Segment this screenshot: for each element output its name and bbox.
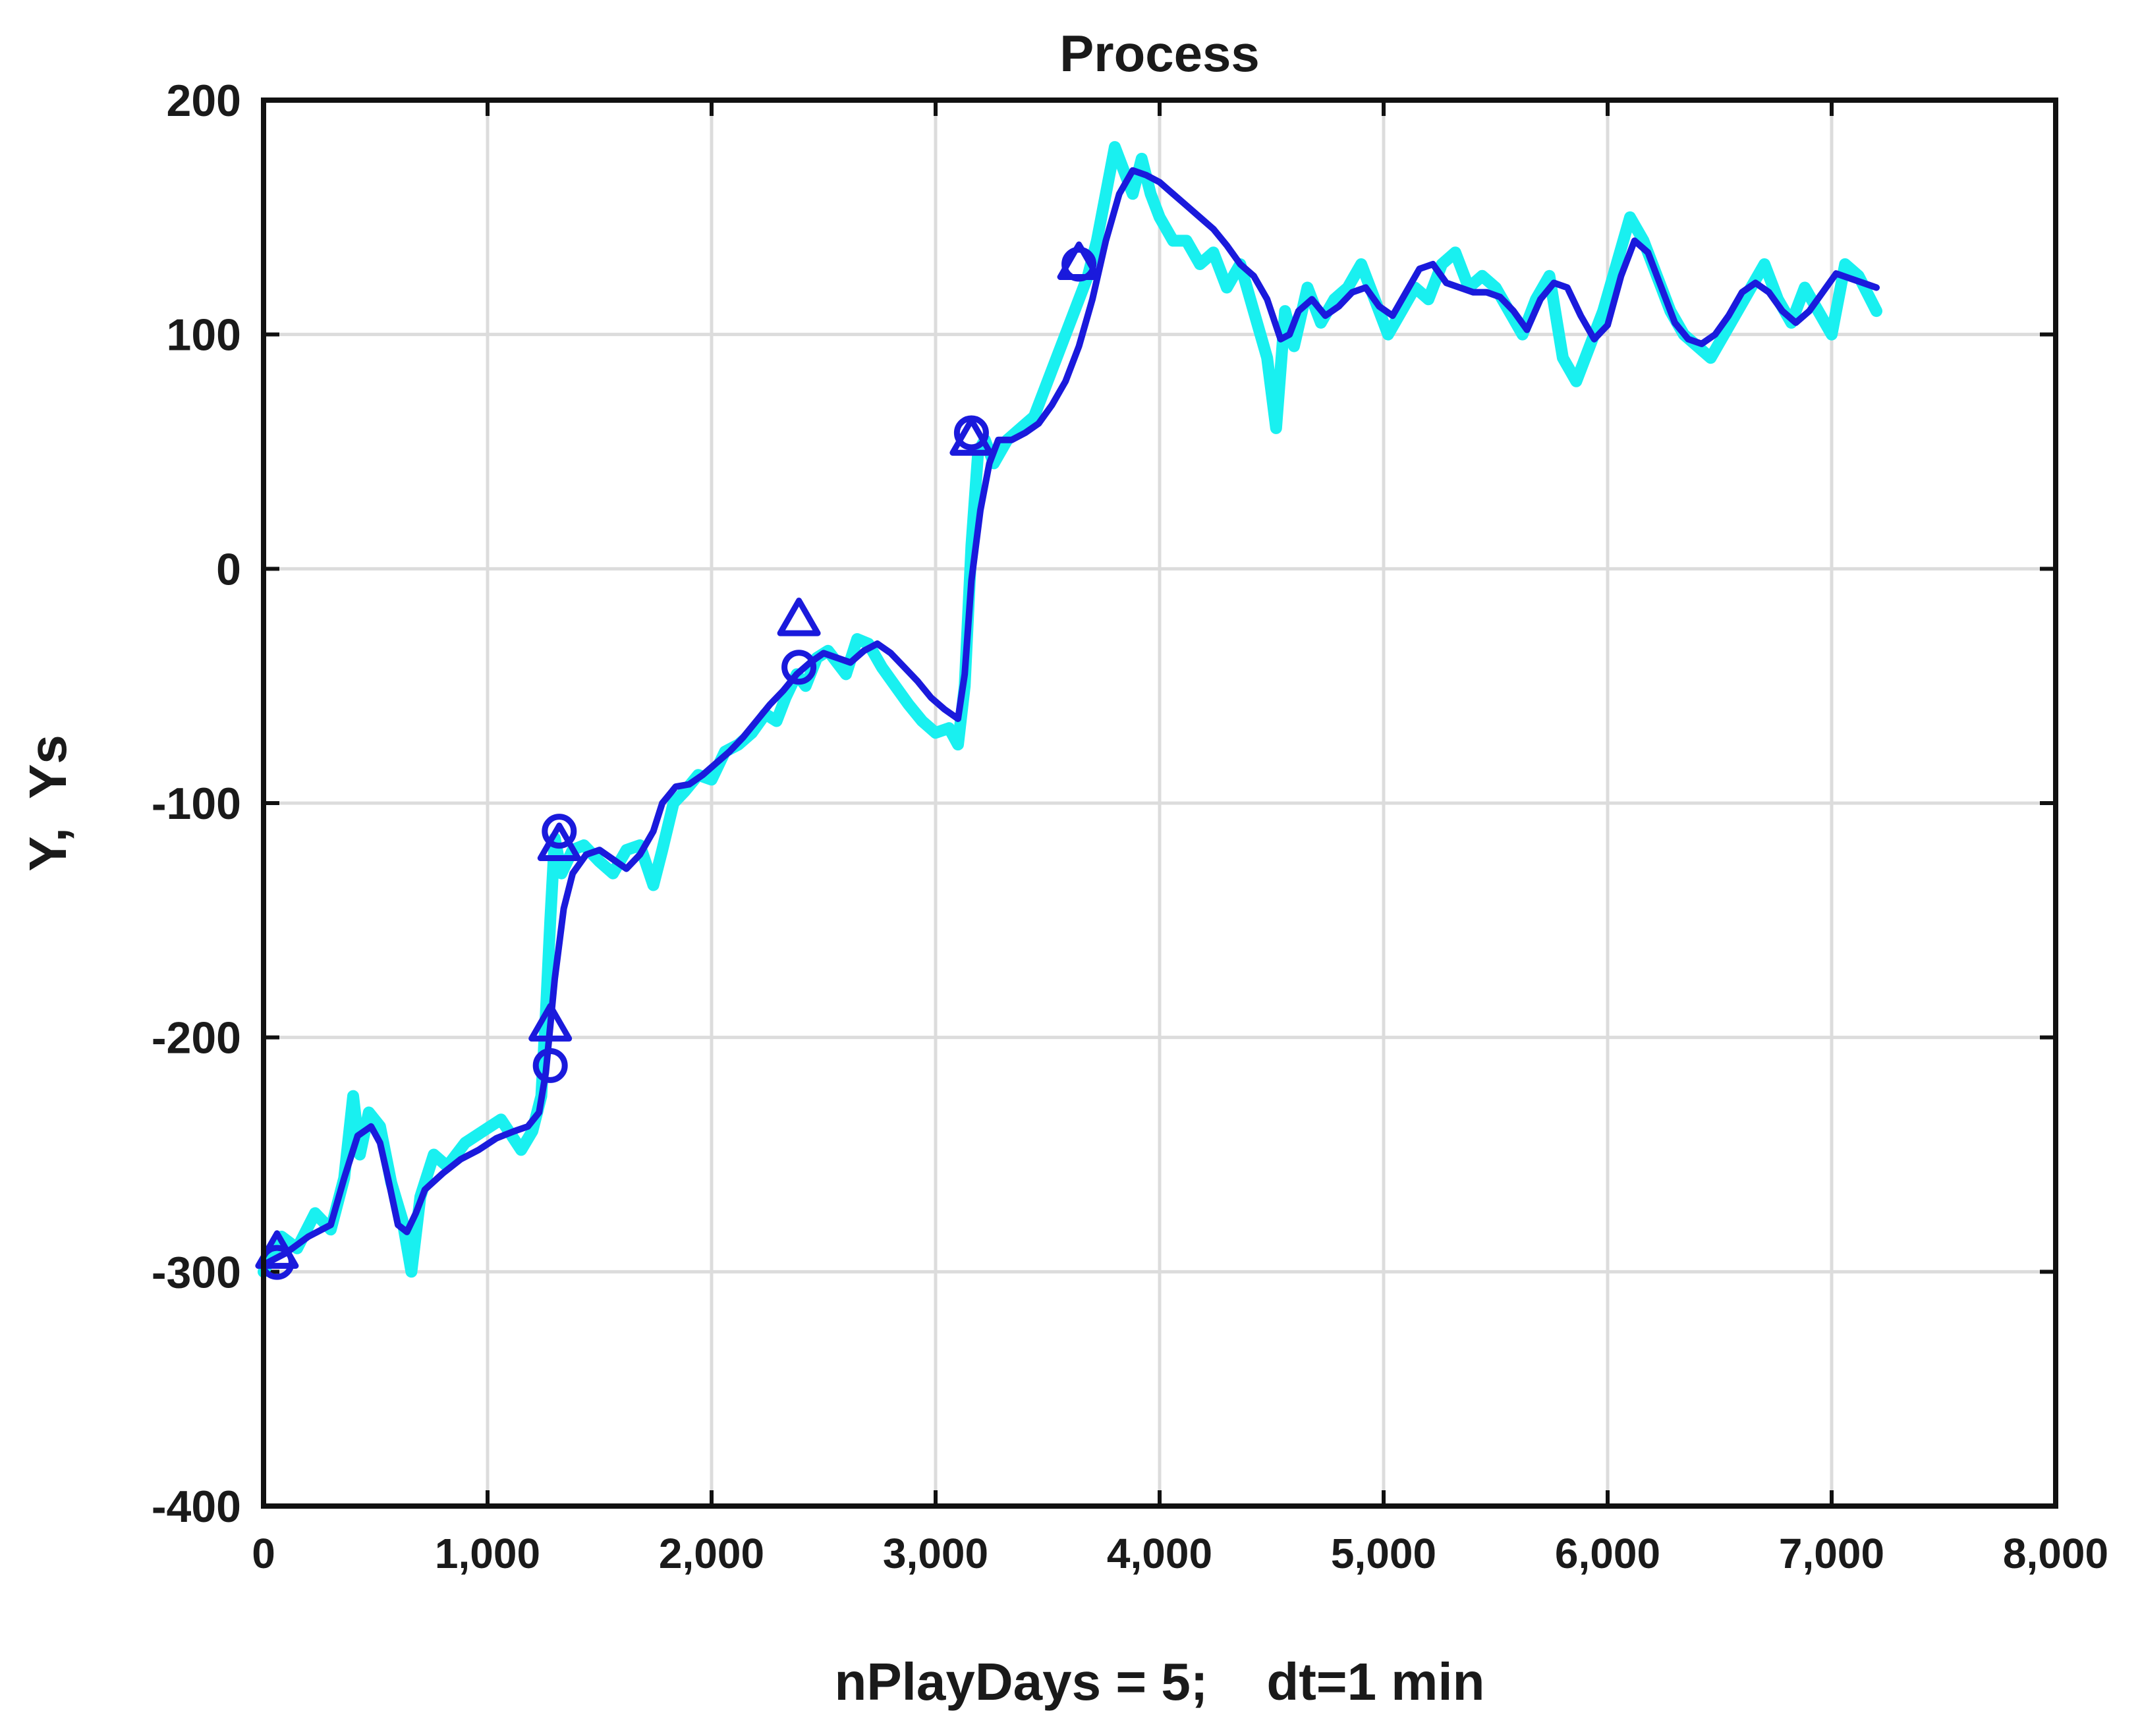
x-tick-label: 7,000 <box>1779 1530 1884 1577</box>
chart-title: Process <box>1059 24 1260 82</box>
marker-circle <box>542 814 577 849</box>
y-tick-label: -200 <box>152 1013 241 1063</box>
x-tick-label: 0 <box>252 1530 275 1577</box>
y-tick-label: -100 <box>152 779 241 829</box>
marker-circle <box>781 650 817 685</box>
series-line-smoothed <box>260 167 1880 1268</box>
marker-circle <box>1061 246 1097 282</box>
x-tick-labels: 0 1,000 2,000 3,000 4,000 5,000 6,000 7,000 8,00… <box>252 1530 2108 1577</box>
plot-frame <box>261 98 2058 1509</box>
x-tick-label: 6,000 <box>1555 1530 1660 1577</box>
x-tick-label: 2,000 <box>659 1530 764 1577</box>
y-tick-label: -400 <box>152 1482 241 1532</box>
marker-circle <box>953 415 989 451</box>
y-tick-labels: -400 -300 -200 -100 0 100 200 <box>152 76 241 1532</box>
y-tick-label: 200 <box>167 76 241 126</box>
marker-triangle <box>777 598 821 636</box>
marker-triangle <box>528 1003 573 1042</box>
y-tick-label: -300 <box>152 1247 241 1297</box>
y-tick-label: 0 <box>216 544 241 594</box>
x-tick-label: 5,000 <box>1331 1530 1436 1577</box>
marker-group <box>255 241 1101 1280</box>
marker-triangle <box>949 417 994 456</box>
y-axis-title: Y, Ys <box>18 735 77 872</box>
x-tick-label: 4,000 <box>1107 1530 1212 1577</box>
x-tick-label: 8,000 <box>2003 1530 2108 1577</box>
x-tick-label: 1,000 <box>435 1530 540 1577</box>
y-tick-label: 100 <box>167 310 241 360</box>
x-axis-title: nPlayDays = 5; dt=1 min <box>834 1652 1484 1711</box>
marker-circle <box>532 1048 568 1083</box>
x-tick-label: 3,000 <box>883 1530 988 1577</box>
